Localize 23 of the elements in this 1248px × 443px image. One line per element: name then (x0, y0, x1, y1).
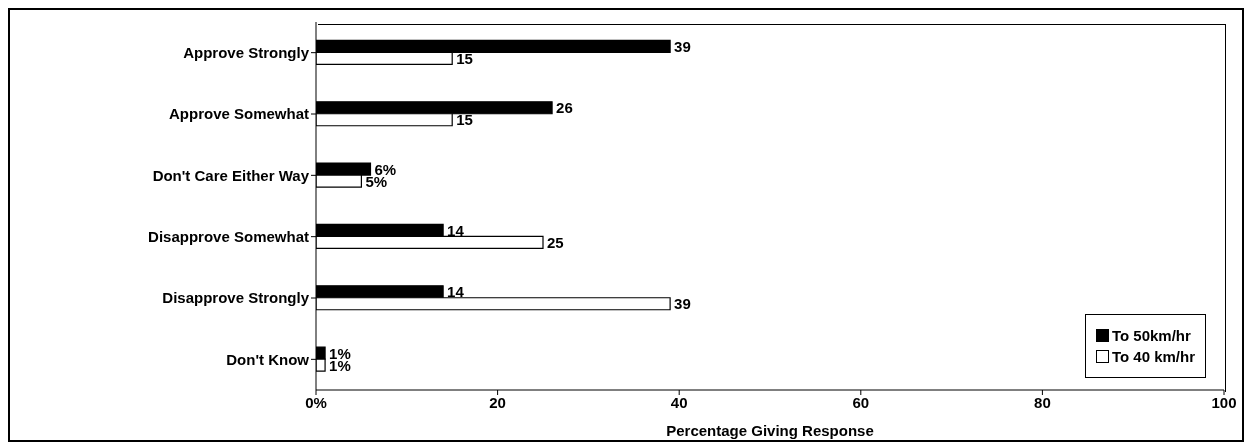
data-label: 26 (556, 99, 573, 117)
x-tick-label: 0% (305, 393, 327, 411)
data-label: 15 (456, 49, 473, 67)
legend-label: To 50km/hr (1111, 327, 1191, 344)
x-tick-label: 20 (489, 393, 506, 411)
y-tick-label: Disapprove Strongly (162, 289, 310, 307)
x-tick-label: 60 (852, 393, 870, 411)
y-tick-label: Approve Strongly (183, 43, 310, 61)
data-label: 25 (547, 233, 564, 251)
data-label: 39 (674, 37, 691, 55)
y-tick-label: Disapprove Somewhat (148, 227, 309, 245)
data-label: 14 (447, 221, 465, 239)
x-tick-label: 40 (670, 393, 688, 411)
x-tick-label: 100 (1211, 393, 1237, 411)
x-axis-title: Percentage Giving Response (666, 422, 874, 439)
data-label: 39 (674, 295, 691, 313)
y-tick-label: Approve Somewhat (168, 105, 309, 123)
y-tick-label: Don't Care Either Way (152, 166, 310, 184)
x-tick-label: 80 (1034, 393, 1051, 411)
data-label: 15 (456, 111, 473, 129)
legend-label: To 40 km/hr (1111, 348, 1195, 365)
y-tick-label: Don't Know (226, 350, 310, 368)
data-label: 14 (447, 283, 465, 301)
